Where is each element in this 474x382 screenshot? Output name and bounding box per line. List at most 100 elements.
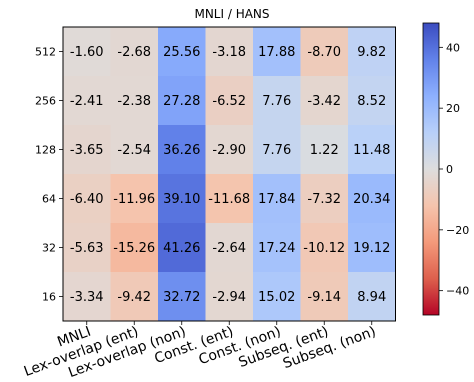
heatmap-cell <box>205 272 254 322</box>
y-tick-label: 16 <box>42 291 56 304</box>
heatmap-cell <box>205 27 254 77</box>
y-tick-label: 256 <box>35 95 56 108</box>
heatmap-cell <box>63 223 111 273</box>
heatmap-cell-label: 20.34 <box>353 192 390 207</box>
heatmap-cell <box>348 76 396 126</box>
chart-title: MNLI / HANS <box>194 7 269 21</box>
y-tick-label: 128 <box>35 144 56 157</box>
heatmap-cell-label: 36.26 <box>163 143 200 158</box>
heatmap-cell-label: 8.52 <box>357 94 386 109</box>
heatmap-cell-label: -8.70 <box>307 45 341 60</box>
heatmap-cell-label: -2.41 <box>70 94 104 109</box>
heatmap-cell <box>63 76 111 126</box>
heatmap-cell-label: 1.22 <box>310 143 339 158</box>
y-tick-label: 512 <box>35 46 56 59</box>
heatmap-cell-label: 9.82 <box>357 45 386 60</box>
heatmap-cell-label: -5.63 <box>70 241 104 256</box>
heatmap-cell <box>205 223 254 273</box>
heatmap-cell-label: 39.10 <box>163 192 200 207</box>
heatmap-cell <box>348 125 396 175</box>
heatmap-cell <box>253 27 301 77</box>
heatmap-cell-label: -1.60 <box>70 45 104 60</box>
heatmap-cell <box>253 76 301 126</box>
heatmap-cell <box>253 125 301 175</box>
heatmap-cell-label: -9.14 <box>307 290 341 305</box>
heatmap-cell <box>253 223 301 273</box>
colorbar-tick-label: −40 <box>446 285 469 298</box>
heatmap-cell-label: 17.84 <box>258 192 295 207</box>
heatmap-cell-label: 17.88 <box>258 45 295 60</box>
heatmap-cell-label: -10.12 <box>303 241 345 256</box>
heatmap-cell-label: 8.94 <box>357 290 386 305</box>
heatmap-cell <box>110 223 159 273</box>
heatmap-cell-labels: -1.60 -2.68 25.56 -3.18 17.88 -8.70 9.82-2.41-… <box>70 45 390 305</box>
heatmap-cell-label: -15.26 <box>113 241 155 256</box>
heatmap-cell <box>63 125 111 175</box>
heatmap-cell <box>300 76 349 126</box>
heatmap-cell-label: -2.54 <box>117 143 151 158</box>
heatmap-cell-label: -9.42 <box>117 290 151 305</box>
y-tick-label: 64 <box>42 193 56 206</box>
plot-frame <box>62 26 396 322</box>
heatmap-cell-label: -3.34 <box>70 290 104 305</box>
heatmap-cell-label: -2.94 <box>212 290 246 305</box>
y-tick-label: 32 <box>42 242 56 255</box>
colorbar-ticks: 40 20 0 −20 −40 <box>439 41 469 298</box>
heatmap-cell <box>253 272 301 322</box>
y-axis-ticks: 512 256 128 64 32 16 <box>35 46 63 304</box>
heatmap-cell-label: -2.38 <box>117 94 151 109</box>
heatmap-cell <box>110 272 159 322</box>
heatmap-cell <box>253 174 301 224</box>
heatmap-cell-label: -2.68 <box>117 45 151 60</box>
heatmap-cell <box>63 27 111 77</box>
heatmap-cell <box>158 125 206 175</box>
heatmap-cell <box>158 76 206 126</box>
heatmap-cell <box>110 125 159 175</box>
heatmap-cell <box>110 76 159 126</box>
heatmap-cell <box>300 125 349 175</box>
heatmap-cell <box>300 223 349 273</box>
heatmap-cell <box>63 174 111 224</box>
heatmap-cell-label: -11.68 <box>208 192 250 207</box>
heatmap-cell <box>158 27 206 77</box>
heatmap-cell-label: 11.48 <box>353 143 390 158</box>
heatmap-cell-label: 7.76 <box>262 94 291 109</box>
heatmap-cell <box>348 272 396 322</box>
heatmap-cells <box>63 27 396 322</box>
heatmap-cell-label: -2.64 <box>212 241 246 256</box>
heatmap-cell-label: -3.42 <box>307 94 341 109</box>
heatmap-cell-label: 15.02 <box>258 290 295 305</box>
heatmap-cell-label: 27.28 <box>163 94 200 109</box>
heatmap-cell <box>348 174 396 224</box>
heatmap-cell-label: 19.12 <box>353 241 390 256</box>
colorbar-tick-label: −20 <box>446 224 469 237</box>
heatmap-cell <box>110 174 159 224</box>
heatmap-cell-label: -7.32 <box>307 192 341 207</box>
heatmap-cell <box>348 27 396 77</box>
heatmap-cell-label: 32.72 <box>163 290 200 305</box>
heatmap-cell <box>300 174 349 224</box>
heatmap-cell <box>158 223 206 273</box>
heatmap-cell-label: -2.90 <box>212 143 246 158</box>
heatmap-cell-label: -11.96 <box>113 192 155 207</box>
heatmap-cell <box>63 272 111 322</box>
heatmap-cell-label: 7.76 <box>262 143 291 158</box>
heatmap-cell-label: -3.65 <box>70 143 104 158</box>
colorbar-tick-label: 20 <box>446 102 460 115</box>
heatmap-cell-label: -6.52 <box>212 94 246 109</box>
colorbar <box>422 22 440 316</box>
heatmap-cell-label: 25.56 <box>163 45 200 60</box>
heatmap-cell <box>158 272 206 322</box>
heatmap-cell-label: -6.40 <box>70 192 104 207</box>
colorbar-tick-label: 0 <box>446 163 453 176</box>
heatmap-cell <box>205 125 254 175</box>
heatmap-cell <box>300 272 349 322</box>
heatmap-cell-label: -3.18 <box>212 45 246 60</box>
heatmap-cell <box>110 27 159 77</box>
heatmap-cell <box>348 223 396 273</box>
colorbar-tick-label: 40 <box>446 41 460 54</box>
heatmap-cell <box>158 174 206 224</box>
heatmap-cell <box>300 27 349 77</box>
